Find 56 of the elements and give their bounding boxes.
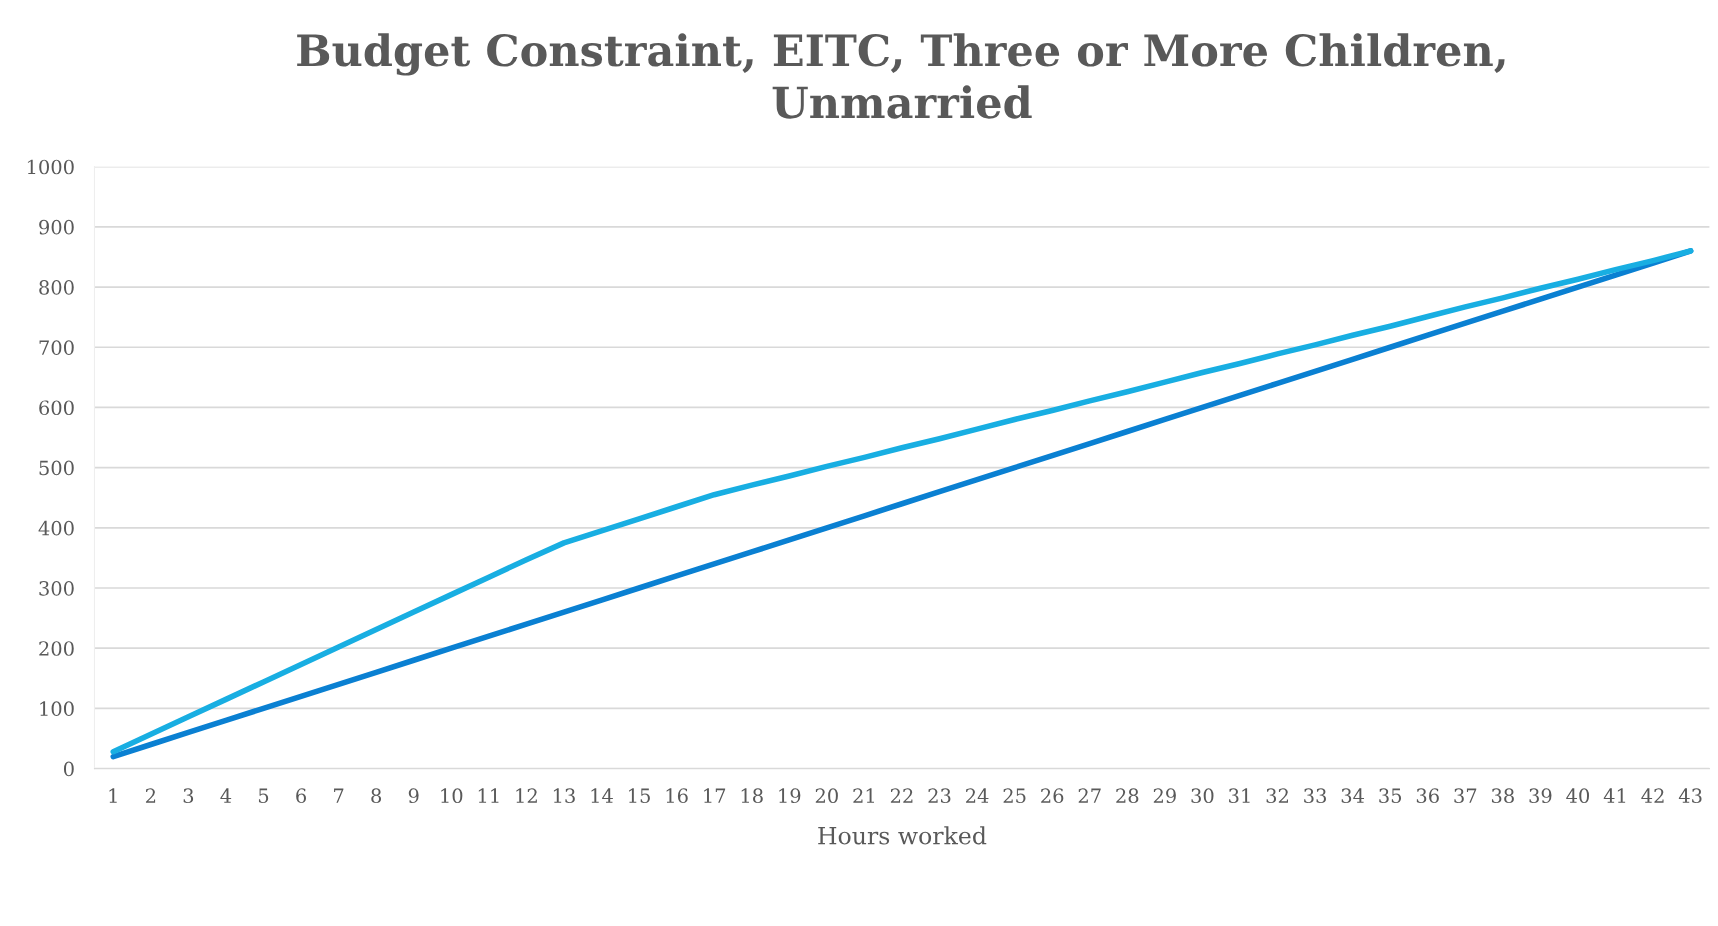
x-axis-title: Hours worked <box>818 826 987 845</box>
x-tick-label: 9 <box>408 788 419 804</box>
y-tick-label: 800 <box>39 280 74 295</box>
x-tick-label: 2 <box>145 788 156 803</box>
x-tick-label: 36 <box>1416 788 1439 804</box>
y-tick-label: 0 <box>63 761 74 777</box>
x-tick-label: 23 <box>928 788 951 804</box>
x-tick-label: 38 <box>1491 788 1514 804</box>
x-tick-label: 28 <box>1116 788 1139 804</box>
x-tick-label: 43 <box>1678 788 1702 804</box>
x-tick-label: 33 <box>1304 788 1326 804</box>
x-tick-label: 34 <box>1341 788 1365 804</box>
x-tick-label: 32 <box>1266 788 1288 804</box>
x-tick-label: 6 <box>296 788 307 804</box>
x-tick-label: 1 <box>109 788 117 803</box>
x-tick-label: 42 <box>1641 788 1664 803</box>
x-tick-label: 41 <box>1603 788 1626 803</box>
x-tick-label: 26 <box>1041 788 1064 804</box>
x-tick-label: 24 <box>966 788 989 803</box>
x-tick-label: 18 <box>741 788 763 804</box>
y-tick-label: 100 <box>40 701 74 717</box>
x-tick-label: 25 <box>1003 788 1026 804</box>
x-tick-label: 14 <box>591 788 613 803</box>
y-tick-label: 400 <box>38 520 74 536</box>
x-tick-label: 29 <box>1153 788 1176 804</box>
x-tick-label: 13 <box>553 788 575 804</box>
y-tick-label: 500 <box>39 460 74 476</box>
x-tick-label: 7 <box>334 788 344 803</box>
x-tick-label: 8 <box>371 788 382 804</box>
x-tick-label: 21 <box>853 788 874 803</box>
y-tick-label: 200 <box>39 641 74 656</box>
x-tick-label: 22 <box>890 788 913 803</box>
chart-title: Budget Constraint, EITC, Three or More Children, Unmarried <box>297 33 1505 119</box>
x-tick-label: 20 <box>815 788 838 804</box>
x-tick-label: 5 <box>258 788 269 804</box>
x-tick-label: 35 <box>1379 788 1402 804</box>
x-tick-label: 39 <box>1529 788 1552 804</box>
y-tick-label: 700 <box>39 340 74 355</box>
x-tick-label: 16 <box>666 788 688 804</box>
x-tick-label: 27 <box>1078 788 1101 803</box>
y-tick-label: 900 <box>39 219 74 235</box>
x-tick-label: 40 <box>1566 788 1590 804</box>
y-tick-label: 600 <box>39 400 74 416</box>
x-tick-label: 19 <box>779 788 801 804</box>
x-tick-label: 15 <box>629 788 650 804</box>
x-tick-label: 10 <box>441 788 463 804</box>
x-tick-label: 17 <box>704 788 726 803</box>
x-tick-label: 11 <box>478 788 499 803</box>
x-tick-label: 4 <box>220 788 232 803</box>
x-tick-label: 31 <box>1229 788 1250 804</box>
y-tick-label: 1000 <box>27 159 74 175</box>
y-tick-label: 300 <box>39 580 74 596</box>
x-tick-label: 30 <box>1191 788 1214 804</box>
x-tick-label: 37 <box>1454 788 1477 804</box>
x-tick-label: 12 <box>516 788 537 803</box>
x-tick-label: 3 <box>183 788 194 804</box>
